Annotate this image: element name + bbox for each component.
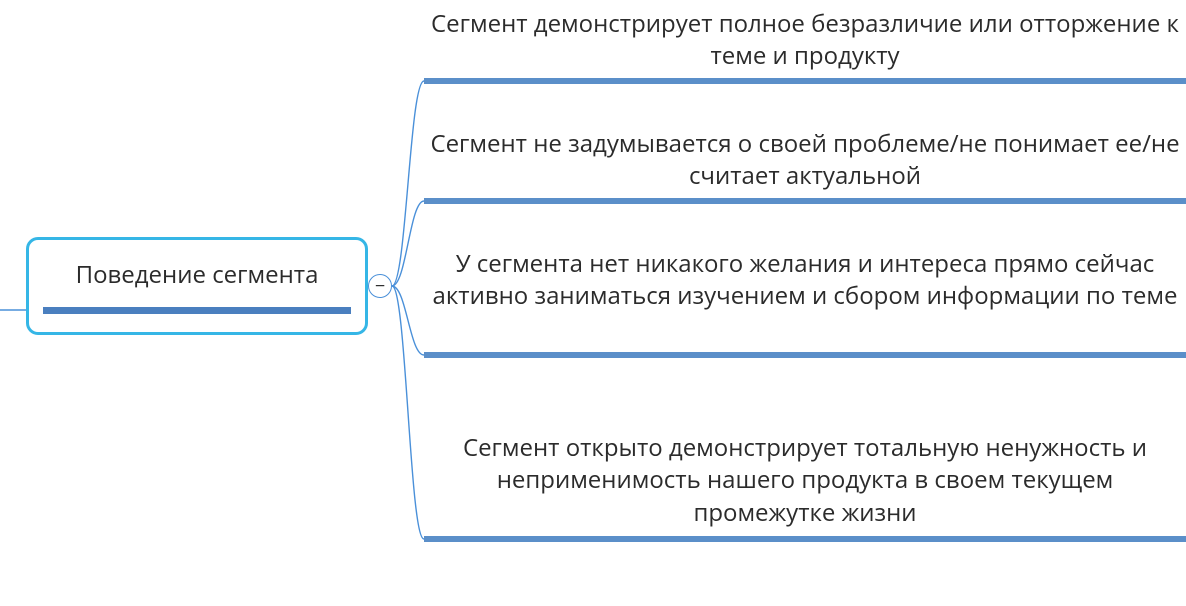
child-node[interactable]: Сегмент демонстрирует полное безразличие…	[424, 8, 1186, 73]
connector-line	[392, 201, 424, 286]
minus-icon: −	[375, 277, 385, 295]
child-underline	[424, 536, 1186, 542]
connector-line	[392, 286, 424, 539]
child-label: У сегмента нет никакого желания и интере…	[424, 248, 1186, 313]
root-underline	[43, 307, 351, 314]
child-node[interactable]: Сегмент не задумывается о своей проблеме…	[424, 128, 1186, 193]
mindmap-canvas: Поведение сегмента − Сегмент демонстриру…	[0, 0, 1186, 606]
connector-line	[392, 81, 424, 286]
child-underline	[424, 198, 1186, 204]
root-node[interactable]: Поведение сегмента	[26, 237, 368, 335]
child-underline	[424, 352, 1186, 358]
collapse-toggle[interactable]: −	[368, 274, 392, 298]
connector-line	[392, 286, 424, 355]
child-label: Сегмент не задумывается о своей проблеме…	[424, 128, 1186, 193]
root-label: Поведение сегмента	[29, 240, 365, 291]
child-node[interactable]: Сегмент открыто демонстрирует тотальную …	[424, 432, 1186, 529]
child-node[interactable]: У сегмента нет никакого желания и интере…	[424, 248, 1186, 313]
child-label: Сегмент открыто демонстрирует тотальную …	[424, 432, 1186, 529]
child-underline	[424, 78, 1186, 84]
child-label: Сегмент демонстрирует полное безразличие…	[424, 8, 1186, 73]
